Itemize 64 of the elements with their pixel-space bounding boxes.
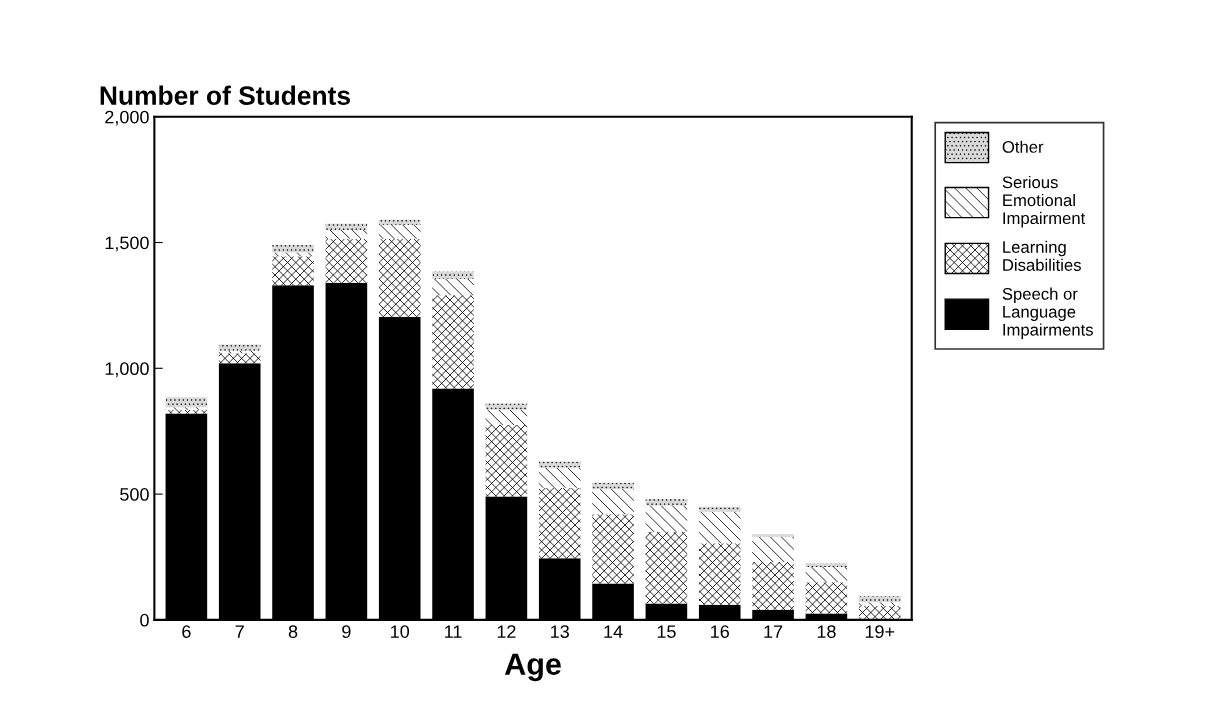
bar: [325, 238, 368, 283]
bar: [272, 256, 314, 286]
bar: [218, 353, 261, 364]
bar: [752, 534, 794, 537]
bar: [805, 582, 848, 614]
bar: [432, 271, 474, 279]
y-tick-label: 500: [120, 488, 149, 501]
bar: [378, 238, 421, 317]
x-tick-label: 12: [497, 625, 516, 638]
chart-title: Number of Students: [100, 85, 350, 105]
x-tick-label: 15: [657, 625, 676, 638]
x-tick-label: 16: [711, 625, 729, 638]
bar: [485, 424, 528, 497]
bar: [645, 499, 688, 506]
legend-label: Speech or Language Impairments: [1002, 287, 1093, 339]
x-tick-label: 9: [342, 625, 351, 638]
x-tick-label: 7: [235, 625, 244, 638]
x-tick-label: 18: [817, 625, 836, 638]
bar: [378, 224, 421, 239]
bar: [485, 403, 528, 410]
bar: [858, 595, 901, 603]
bar: [272, 245, 314, 253]
bar: [218, 344, 261, 351]
legend-label: Learning Disabilities: [1003, 240, 1081, 271]
y-tick-label: 1,500: [105, 236, 149, 252]
bar: [378, 219, 421, 225]
bar: [645, 505, 688, 532]
x-tick-label: 14: [604, 625, 623, 638]
bar: [538, 461, 581, 468]
bar: [165, 409, 208, 414]
bar: [165, 397, 208, 408]
bar: [485, 409, 528, 425]
bar: [698, 511, 741, 544]
legend-label: Other: [1002, 140, 1044, 153]
bar: [592, 482, 634, 490]
bar: [858, 606, 901, 620]
bar: [645, 531, 688, 604]
bar: [325, 223, 368, 230]
bar: [752, 536, 794, 563]
bar: [698, 543, 741, 605]
bar: [592, 514, 634, 584]
bar: [698, 506, 741, 512]
bar: [165, 407, 208, 410]
bar: [538, 487, 581, 559]
x-tick-label: 8: [288, 625, 298, 638]
x-tick-label: 6: [182, 625, 191, 638]
x-tick-label: 11: [445, 625, 462, 638]
bar: [325, 229, 368, 239]
x-axis-title: Age: [504, 653, 561, 682]
x-tick-label: 13: [551, 625, 569, 638]
x-tick-label: 17: [764, 625, 783, 638]
x-tick-label: 19+: [865, 625, 895, 638]
bar: [752, 562, 794, 610]
bar: [432, 295, 474, 389]
legend-label: Serious Emotional Impairment: [1002, 175, 1086, 228]
bar: [805, 563, 848, 568]
bar: [592, 489, 634, 515]
bar: [538, 467, 581, 488]
y-tick-label: 1,000: [105, 362, 149, 378]
bar: [805, 567, 848, 583]
bar: [432, 278, 474, 296]
y-tick-label: 2,000: [105, 110, 149, 126]
x-tick-label: 10: [391, 625, 410, 638]
y-tick-label: 0: [140, 613, 149, 627]
